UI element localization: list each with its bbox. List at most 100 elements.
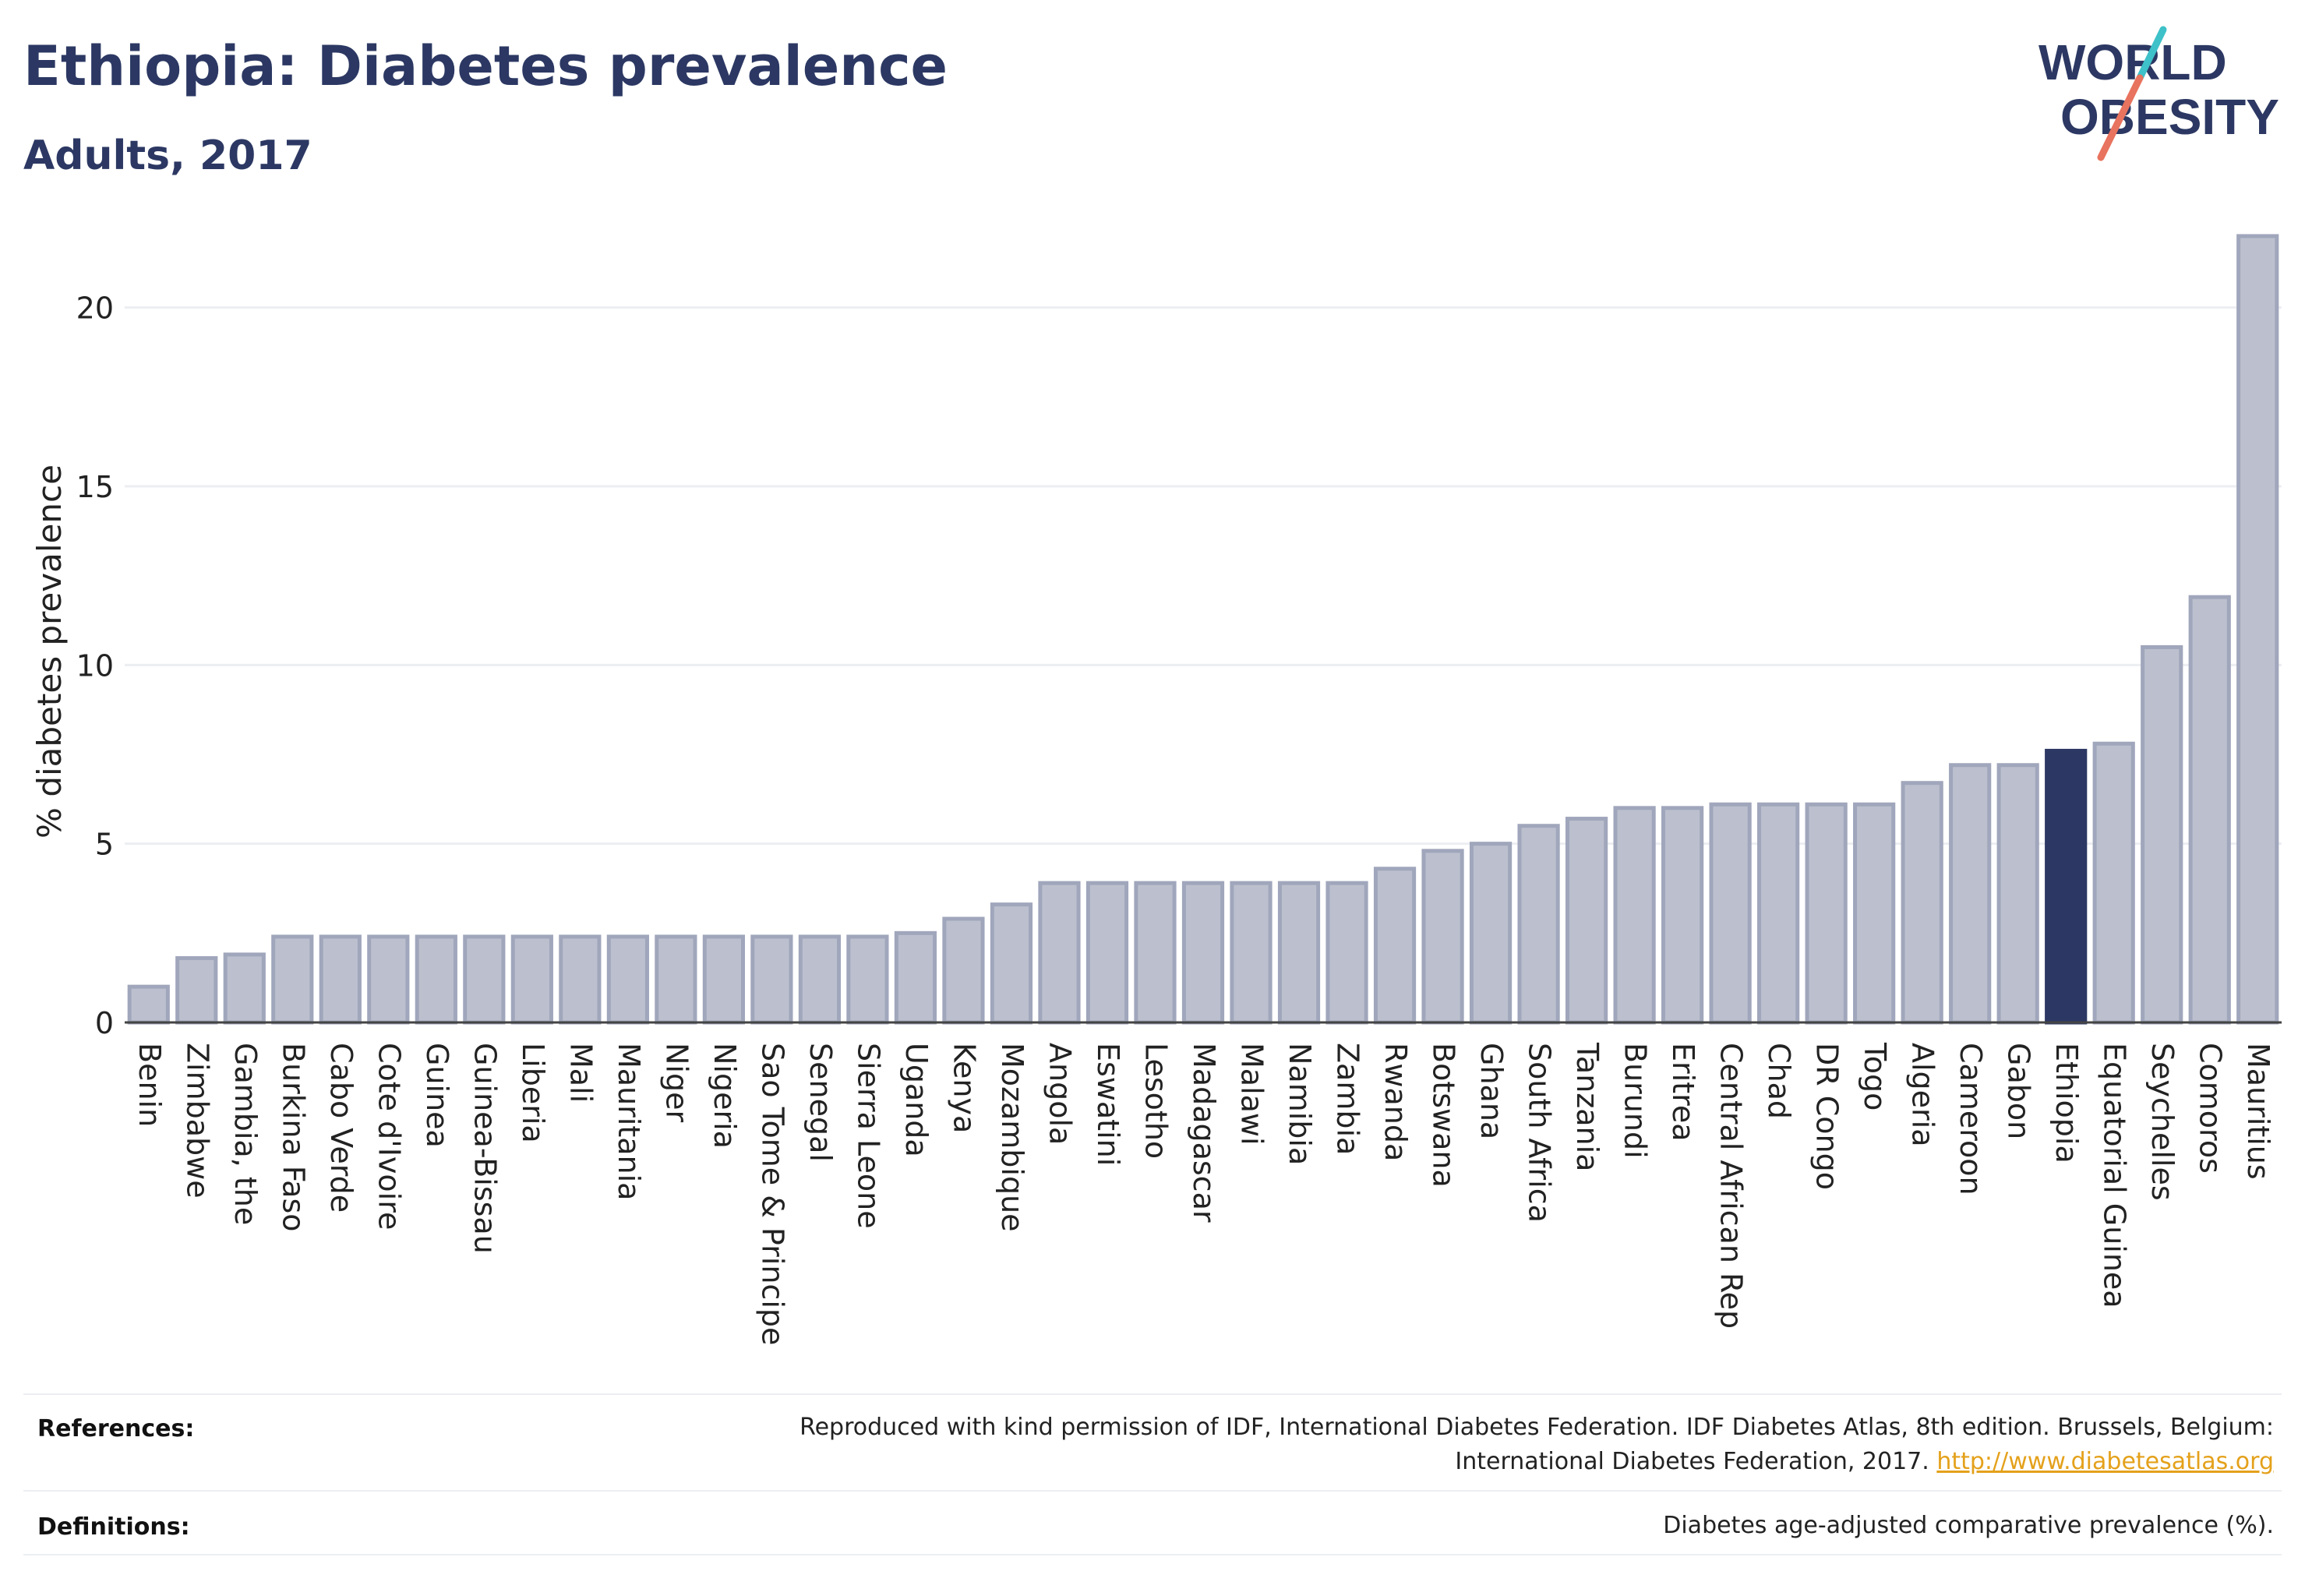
bar-zimbabwe xyxy=(175,955,218,1025)
x-tick-label: Guinea xyxy=(420,1043,454,1148)
bar-guinea xyxy=(415,934,457,1025)
x-tick-label: Senegal xyxy=(803,1043,838,1162)
x-tick-label: Cabo Verde xyxy=(324,1043,358,1213)
y-tick-label: 20 xyxy=(76,291,114,326)
bar-cameroon xyxy=(1949,763,1992,1025)
bar-eritrea xyxy=(1661,806,1704,1025)
x-tick-label: Central African Rep xyxy=(1714,1043,1749,1329)
x-tick-label: South Africa xyxy=(1523,1043,1557,1223)
bar-central-african-rep xyxy=(1709,802,1752,1025)
bar-madagascar xyxy=(1181,881,1225,1025)
divider-top xyxy=(23,1393,2282,1395)
y-tick-label: 10 xyxy=(76,648,114,683)
bar-namibia xyxy=(1277,881,1321,1025)
bar-niger xyxy=(655,934,697,1025)
logo-slash-teal xyxy=(2136,26,2167,82)
bar-tanzania xyxy=(1565,817,1608,1025)
bar-mozambique xyxy=(990,902,1033,1025)
bar-gabon xyxy=(1996,763,2039,1025)
x-tick-label: Lesotho xyxy=(1138,1043,1173,1159)
x-tick-label: Mauritius xyxy=(2241,1043,2275,1180)
bar-ethiopia xyxy=(2045,748,2088,1025)
x-tick-label: Zambia xyxy=(1331,1043,1365,1155)
definitions-text: Diabetes age-adjusted comparative preval… xyxy=(1663,1512,2274,1539)
chart-subtitle: Adults, 2017 xyxy=(23,132,312,179)
bar-rwanda xyxy=(1373,867,1417,1025)
x-tick-label: Botswana xyxy=(1427,1043,1461,1188)
y-tick-label: 5 xyxy=(95,828,114,862)
x-tick-label: Malawi xyxy=(1235,1043,1269,1146)
x-tick-label: Namibia xyxy=(1283,1043,1317,1165)
x-tick-label: Sierra Leone xyxy=(851,1043,885,1229)
bar-mauritania xyxy=(606,934,649,1025)
bar-eswatini xyxy=(1085,881,1129,1025)
bar-uganda xyxy=(894,930,937,1025)
bar-cabo-verde xyxy=(319,934,362,1025)
bar-gambia-the xyxy=(223,952,266,1025)
divider-middle xyxy=(23,1490,2282,1492)
x-tick-label: Seychelles xyxy=(2145,1043,2180,1201)
bar-chart: 0 5 10 15 20 Benin Zimbabwe Gambia, the Burkina… xyxy=(30,234,2282,1345)
bar-liberia xyxy=(510,934,553,1025)
x-tick-label: Guinea-Bissau xyxy=(468,1043,502,1254)
bar-burundi xyxy=(1613,806,1656,1025)
x-tick-label: Mozambique xyxy=(995,1043,1029,1232)
definitions-label: Definitions: xyxy=(37,1513,190,1541)
x-tick-label: Niger xyxy=(659,1043,694,1122)
bar-ghana xyxy=(1469,842,1513,1025)
x-tick-label: Togo xyxy=(1858,1042,1892,1110)
x-tick-label: DR Congo xyxy=(1810,1043,1844,1190)
x-tick-label: Gambia, the xyxy=(228,1043,263,1225)
x-tick-label: Burundi xyxy=(1618,1043,1653,1159)
bar-kenya xyxy=(942,916,985,1025)
bar-lesotho xyxy=(1134,881,1177,1025)
logo-slash-coral xyxy=(2097,74,2144,161)
y-axis-label: % diabetes prevalence xyxy=(30,464,69,839)
x-tick-label: Eritrea xyxy=(1666,1043,1700,1142)
x-tick-label: Zimbabwe xyxy=(180,1043,214,1199)
x-tick-label: Nigeria xyxy=(708,1043,742,1149)
bar-equatorial-guinea xyxy=(2092,741,2135,1025)
x-tick-label: Eswatini xyxy=(1091,1043,1125,1166)
bar-botswana xyxy=(1421,849,1464,1025)
diabetes-atlas-link[interactable]: http://www.diabetesatlas.org xyxy=(1936,1448,2274,1475)
divider-bottom xyxy=(23,1554,2282,1555)
x-tick-label: Sao Tome & Principe xyxy=(755,1043,789,1345)
x-tick-label: Angola xyxy=(1043,1043,1077,1145)
bar-dr-congo xyxy=(1805,802,1848,1025)
bar-cote-d-ivoire xyxy=(367,934,410,1025)
x-tick-label: Madagascar xyxy=(1187,1043,1221,1223)
bar-comoros xyxy=(2188,595,2231,1025)
x-tick-label: Ethiopia xyxy=(2049,1043,2084,1163)
x-tick-label: Equatorial Guinea xyxy=(2098,1043,2132,1308)
logo-word-world: WORLD xyxy=(2038,34,2227,90)
x-tick-label: Rwanda xyxy=(1378,1043,1413,1161)
bar-south-africa xyxy=(1517,824,1560,1025)
bars xyxy=(127,234,2279,1025)
x-tick-label: Gabon xyxy=(2002,1043,2036,1139)
bar-angola xyxy=(1038,881,1081,1025)
references-text: Reproduced with kind permission of IDF, … xyxy=(800,1411,2274,1479)
bar-sierra-leone xyxy=(846,934,889,1025)
x-tick-label: Algeria xyxy=(1906,1043,1940,1147)
x-tick-label: Kenya xyxy=(947,1043,981,1133)
x-tick-label: Benin xyxy=(132,1043,167,1127)
world-obesity-logo: WORLD OBESITY xyxy=(2038,26,2279,161)
bar-zambia xyxy=(1325,881,1368,1025)
bar-togo xyxy=(1853,802,1896,1025)
bar-sao-tome-principe xyxy=(750,934,793,1025)
bar-senegal xyxy=(798,934,842,1025)
x-tick-label: Cameroon xyxy=(1954,1043,1988,1195)
bar-chad xyxy=(1757,802,1800,1025)
bar-algeria xyxy=(1901,781,1943,1025)
x-tick-label: Burkina Faso xyxy=(276,1043,310,1232)
x-tick-label: Chad xyxy=(1762,1043,1796,1119)
x-axis-ticks: Benin Zimbabwe Gambia, the Burkina Faso Cabo… xyxy=(132,1042,2275,1345)
bar-burkina-faso xyxy=(271,934,314,1025)
bar-seychelles xyxy=(2141,644,2183,1025)
y-tick-label: 0 xyxy=(95,1006,114,1040)
y-axis-ticks: 0 5 10 15 20 xyxy=(76,291,114,1040)
bar-nigeria xyxy=(702,934,745,1025)
x-tick-label: Liberia xyxy=(516,1043,550,1143)
x-tick-label: Cote d'Ivoire xyxy=(372,1043,406,1230)
